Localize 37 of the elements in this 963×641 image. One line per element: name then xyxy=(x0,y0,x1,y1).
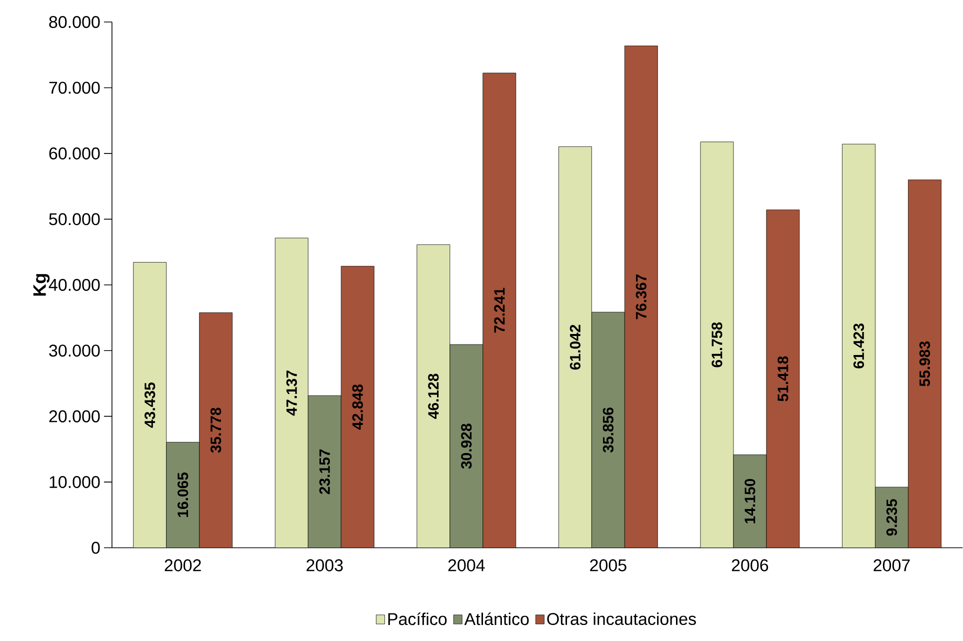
data-label: 42.848 xyxy=(352,384,363,430)
legend-label: Atlántico xyxy=(464,612,529,626)
data-label: 35.778 xyxy=(210,408,222,453)
data-label: 47.137 xyxy=(286,370,297,416)
y-tick-label: 50.000 xyxy=(49,213,100,226)
y-axis-title: Kg xyxy=(33,274,50,296)
x-tick-label: 2007 xyxy=(874,559,910,572)
data-label: 16.065 xyxy=(178,472,188,518)
data-label: 9.235 xyxy=(886,499,898,536)
x-tick-label: 2006 xyxy=(732,559,768,572)
x-tick-label: 2005 xyxy=(590,559,626,572)
y-tick-label: 70.000 xyxy=(49,82,100,94)
data-label: 23.157 xyxy=(319,450,330,494)
y-tick-label: 40.000 xyxy=(48,278,100,292)
data-label: 76.367 xyxy=(636,274,646,320)
data-label: 35.856 xyxy=(602,408,614,453)
y-tick-label: 80.000 xyxy=(49,16,100,28)
y-tick-label: 10.000 xyxy=(50,476,100,488)
data-label: 61.758 xyxy=(712,322,722,368)
x-tick-label: 2002 xyxy=(164,559,201,572)
data-label: 61.042 xyxy=(570,324,580,370)
data-label: 61.423 xyxy=(853,324,864,368)
data-label: 43.435 xyxy=(144,382,156,428)
x-tick-label: 2004 xyxy=(448,559,485,572)
data-label: 51.418 xyxy=(778,356,788,402)
data-label: 72.241 xyxy=(494,288,505,333)
data-label: 14.150 xyxy=(744,479,756,524)
legend-label: Otras incautaciones xyxy=(547,612,696,626)
legend-label: Pacífico xyxy=(388,612,447,626)
y-tick-label: 0 xyxy=(92,542,100,554)
data-label: 30.928 xyxy=(461,424,472,469)
data-label: 46.128 xyxy=(428,374,439,420)
y-tick-label: 30.000 xyxy=(49,344,100,357)
data-label: 55.983 xyxy=(919,342,930,386)
y-tick-label: 20.000 xyxy=(49,410,100,422)
y-tick-label: 60.000 xyxy=(49,148,100,160)
x-tick-label: 2003 xyxy=(306,559,343,572)
